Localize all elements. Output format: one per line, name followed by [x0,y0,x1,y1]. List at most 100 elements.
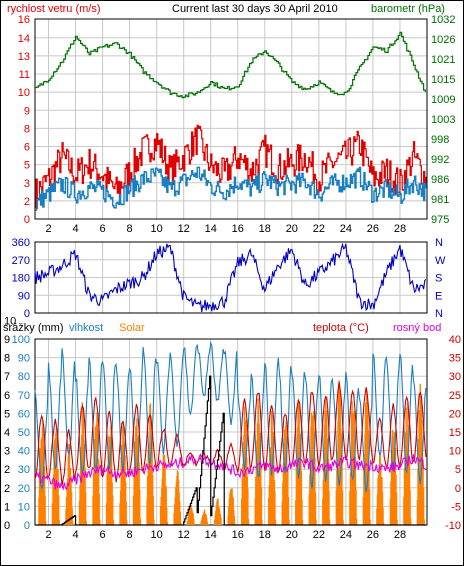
tick-label-direction: 0 [24,308,30,320]
tick-label-day: 26 [367,223,379,235]
tick-label-day: 16 [232,529,244,541]
tick-label-rain: 8 [4,353,10,365]
tick-label-pressure: 1003 [431,114,455,126]
tick-label-day: 10 [151,223,163,235]
tick-label-humidity: 80 [18,371,30,383]
tick-label-day: 28 [394,529,406,541]
tick-label-day: 10 [151,529,163,541]
tick-label-humidity: 20 [18,483,30,495]
tick-label-humidity: 70 [18,390,30,402]
tick-label-rain: 3 [4,446,10,458]
tick-label-rain: 1 [4,501,10,513]
tick-label-day: 20 [286,529,298,541]
tick-label-pressure: 998 [431,134,449,146]
tick-label-pressure: 981 [431,194,449,206]
series-wind-gust [35,124,427,211]
tick-label-compass: N [435,308,443,320]
tick-label-rain: 10 [4,315,16,327]
tick-label-temperature: 20 [449,408,461,420]
tick-label-wind: 6 [24,142,30,154]
tick-label-direction: 360 [12,237,30,249]
tick-label-wind: 11 [19,69,30,81]
tick-label-day: 24 [340,529,352,541]
tick-label-day: 22 [313,529,325,541]
tick-label-temperature: 10 [449,446,461,458]
tick-label-rain: 9 [4,334,10,346]
tick-label-wind: 16 [18,14,30,26]
tick-label-rain: 6 [4,390,10,402]
tick-label-day: 4 [72,529,78,541]
title-humidity-axis: vlhkost [69,322,103,334]
tick-label-day: 16 [232,223,244,235]
tick-label-humidity: 50 [18,427,30,439]
title-wind-axis: rychlost vetru (m/s) [7,3,101,15]
series-wind-direction [34,242,427,313]
tick-label-wind: 3 [24,178,30,190]
tick-label-pressure: 1021 [431,54,455,66]
tick-label-rain: 4 [4,427,10,439]
tick-label-humidity: 40 [18,446,30,458]
tick-label-day: 18 [259,223,271,235]
tick-label-rain: 2 [4,464,10,476]
series-wind-average [35,166,427,210]
title-pressure-axis: barometr (hPa) [371,3,445,15]
tick-label-day: 6 [100,223,106,235]
tick-label-wind: 10 [18,87,30,99]
tick-label-wind: 8 [24,123,30,135]
tick-label-humidity: 100 [12,334,30,346]
tick-label-pressure: 1026 [431,34,455,46]
tick-label-rain: 0 [4,520,10,532]
tick-label-day: 6 [100,529,106,541]
tick-label-humidity: 90 [18,353,30,365]
tick-label-temperature: 30 [449,371,461,383]
tick-label-rain: 7 [4,371,10,383]
tick-label-day: 28 [394,223,406,235]
tick-label-temperature: 35 [449,353,461,365]
title-rain-axis: srážky (mm) [3,322,64,334]
tick-label-compass: E [435,290,442,302]
tick-label-temperature: -10 [445,520,461,532]
tick-label-rain: 2 [4,483,10,495]
tick-label-day: 12 [178,223,190,235]
tick-label-day: 12 [178,529,190,541]
tick-label-temperature: 5 [455,464,461,476]
tick-label-day: 8 [127,529,133,541]
tick-label-wind: 2 [24,196,30,208]
tick-label-temperature: 40 [449,334,461,346]
tick-label-temperature: 0 [455,483,461,495]
tick-label-direction: 90 [18,290,30,302]
series-pressure [35,31,426,99]
tick-label-wind: 14 [18,33,30,45]
tick-label-humidity: 60 [18,408,30,420]
title-main: Current last 30 days 30 April 2010 [172,3,338,15]
tick-label-day: 24 [340,223,352,235]
tick-label-pressure: 1015 [431,74,455,86]
tick-label-day: 2 [45,223,51,235]
tick-label-humidity: 10 [18,501,30,513]
tick-label-pressure: 992 [431,154,449,166]
tick-label-compass: S [435,273,442,285]
tick-label-temperature: -5 [451,501,461,513]
tick-label-temperature: 15 [449,427,461,439]
tick-label-day: 18 [259,529,271,541]
tick-label-compass: N [435,237,443,249]
tick-label-wind: 9 [24,105,30,117]
title-temp-axis: teplota (°C) [313,322,369,334]
tick-label-day: 22 [313,223,325,235]
tick-label-day: 14 [205,529,217,541]
tick-label-humidity: 30 [18,464,30,476]
series-dewpoint [34,453,427,491]
tick-label-wind: 13 [18,51,30,63]
tick-label-wind: 5 [24,160,30,172]
tick-label-pressure: 1032 [431,14,455,26]
series-rain [35,375,426,526]
series-humidity [34,340,427,493]
tick-label-day: 4 [72,223,78,235]
series-temperature [34,381,427,486]
tick-label-wind: 0 [24,214,30,226]
tick-label-day: 26 [367,529,379,541]
tick-label-day: 14 [205,223,217,235]
